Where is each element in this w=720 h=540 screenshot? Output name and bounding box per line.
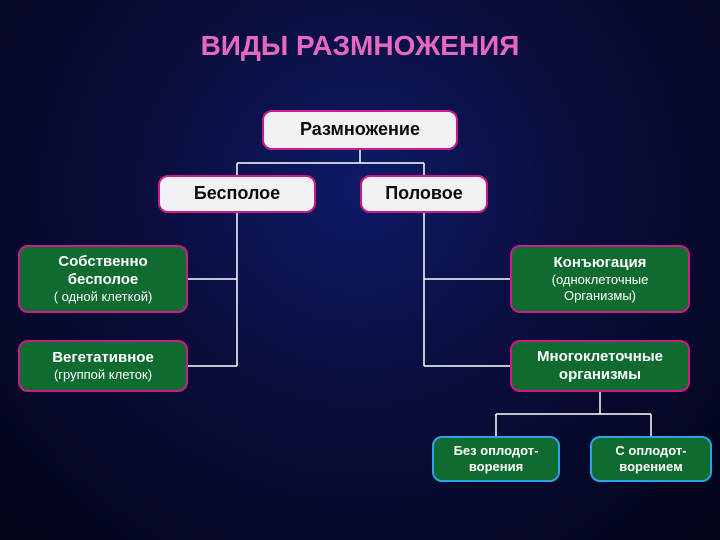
node-root-label: Размножение bbox=[300, 119, 420, 141]
node-without-fertilization: Без оплодот- ворения bbox=[432, 436, 560, 482]
node-conjugation-sub2: Организмы) bbox=[564, 288, 636, 304]
node-conjugation-main: Конъюгация bbox=[554, 254, 647, 272]
node-conjugation: Конъюгация (одноклеточные Организмы) bbox=[510, 245, 690, 313]
node-vegetative: Вегетативное (группой клеток) bbox=[18, 340, 188, 392]
node-without-fert-main: Без оплодот- bbox=[454, 443, 539, 459]
node-own-asexual-main: Собственно бесполое bbox=[26, 253, 180, 289]
node-with-fertilization: С оплодот- ворением bbox=[590, 436, 712, 482]
node-vegetative-main: Вегетативное bbox=[52, 349, 154, 367]
node-vegetative-sub: (группой клеток) bbox=[54, 367, 152, 383]
node-sexual: Половое bbox=[360, 175, 488, 213]
node-multicellular-sub: организмы bbox=[559, 366, 641, 384]
node-conjugation-sub1: (одноклеточные bbox=[552, 272, 649, 288]
node-without-fert-sub: ворения bbox=[469, 459, 523, 475]
node-own-asexual-sub: ( одной клеткой) bbox=[54, 289, 153, 305]
slide-title: ВИДЫ РАЗМНОЖЕНИЯ bbox=[0, 30, 720, 62]
node-sexual-label: Половое bbox=[385, 183, 463, 205]
slide: ВИДЫ РАЗМНОЖЕНИЯ Размножение Бесполое По… bbox=[0, 0, 720, 540]
node-with-fert-main: С оплодот- bbox=[615, 443, 686, 459]
node-with-fert-sub: ворением bbox=[619, 459, 682, 475]
node-multicellular: Многоклеточные организмы bbox=[510, 340, 690, 392]
node-own-asexual: Собственно бесполое ( одной клеткой) bbox=[18, 245, 188, 313]
node-asexual-label: Бесполое bbox=[194, 183, 280, 205]
node-multicellular-main: Многоклеточные bbox=[537, 348, 663, 366]
node-asexual: Бесполое bbox=[158, 175, 316, 213]
node-root: Размножение bbox=[262, 110, 458, 150]
